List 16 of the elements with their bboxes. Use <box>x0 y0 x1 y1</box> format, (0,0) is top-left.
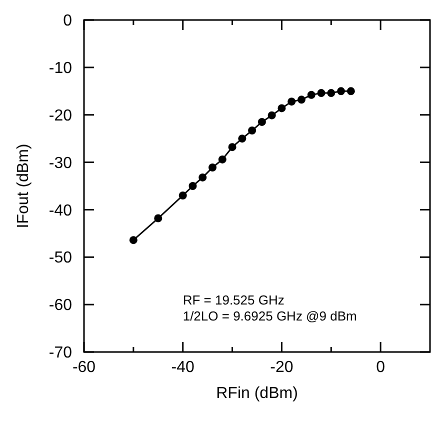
x-tick-label: -20 <box>270 359 294 376</box>
y-tick-label: -60 <box>48 297 72 314</box>
y-tick-label: 0 <box>63 12 72 30</box>
annotation: 1/2LO = 9.6925 GHz @9 dBm <box>182 308 357 324</box>
x-tick-label: -60 <box>72 359 96 376</box>
y-axis-title: IFout (dBm) <box>15 144 32 228</box>
y-tick-label: -40 <box>48 202 72 220</box>
y-tick-label: -20 <box>48 107 72 124</box>
annotation: RF = 19.525 GHz <box>182 292 284 308</box>
x-tick-label: 0 <box>376 359 386 376</box>
x-axis-title: RFin (dBm) <box>216 385 298 402</box>
y-tick-label: -70 <box>48 344 72 362</box>
y-tick-label: -30 <box>48 154 72 172</box>
y-tick-label: -10 <box>48 60 72 78</box>
x-tick-label: -40 <box>171 359 195 376</box>
y-tick-label: -50 <box>48 250 72 267</box>
